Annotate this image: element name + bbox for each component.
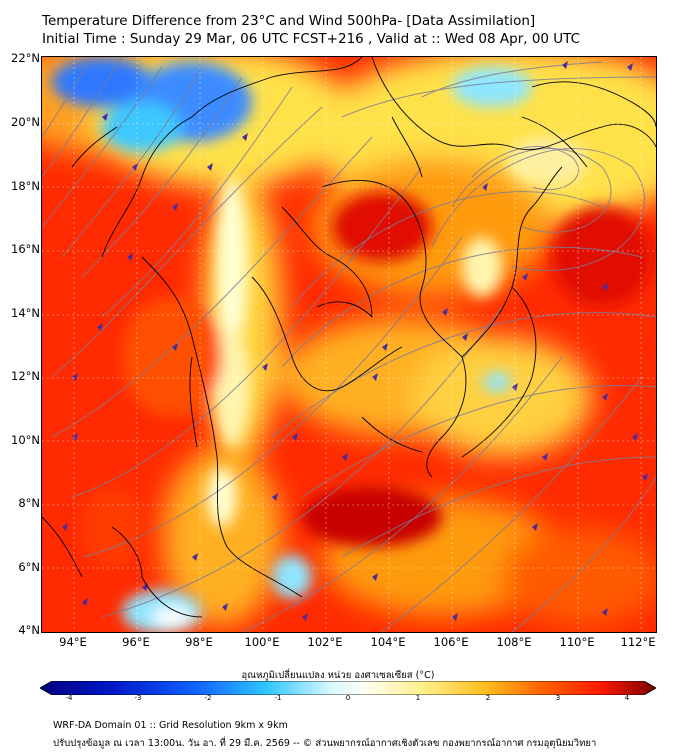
colorbar-tick-minus4: -4	[65, 694, 73, 702]
colorbar-tick-3: 3	[555, 694, 561, 702]
colorbar-tick-0: 0	[345, 694, 351, 702]
lon-label-100: 100°E	[244, 635, 280, 649]
colorbar-tick-1: 1	[415, 694, 421, 702]
colorbar-tick-minus3: -3	[134, 694, 142, 702]
title-line-1: Temperature Difference from 23°C and Win…	[42, 13, 536, 29]
title-line-2: Initial Time : Sunday 29 Mar, 06 UTC FCS…	[42, 31, 581, 47]
lon-label-96: 96°E	[122, 635, 150, 649]
lat-label-18: 18°N	[11, 179, 40, 193]
country-borders	[42, 57, 656, 618]
colorbar-tick-4: 4	[624, 694, 630, 702]
lon-label-102: 102°E	[307, 635, 343, 649]
lat-label-6: 6°N	[18, 560, 40, 574]
lon-label-110: 110°E	[559, 635, 595, 649]
temperature-detail	[52, 57, 652, 632]
colorbar-tick-minus1: -1	[274, 694, 282, 702]
lat-label-16: 16°N	[11, 242, 40, 256]
lon-label-104: 104°E	[370, 635, 406, 649]
colorbar-tick-2: 2	[485, 694, 491, 702]
colorbar-title: อุณหภูมิเปลี่ยนแปลง หน่วย องศาเซลเซียส (…	[241, 670, 435, 681]
lat-label-10: 10°N	[11, 433, 40, 447]
footer-update-info: ปรับปรุงข้อมูล ณ เวลา 13:00น. วัน อา. ที…	[53, 738, 597, 749]
wind-streamlines	[42, 57, 656, 632]
lat-label-20: 20°N	[11, 115, 40, 129]
lat-label-4: 4°N	[18, 623, 40, 637]
lon-label-106: 106°E	[433, 635, 469, 649]
graticule	[42, 57, 656, 632]
colorbar-tick-minus2: -2	[204, 694, 212, 702]
lon-label-94: 94°E	[59, 635, 87, 649]
lat-label-14: 14°N	[11, 306, 40, 320]
lat-label-22: 22°N	[11, 51, 40, 65]
map-panel	[41, 56, 657, 633]
map-title: Temperature Difference from 23°C and Win…	[42, 12, 580, 48]
lat-label-12: 12°N	[11, 369, 40, 383]
lat-label-8: 8°N	[18, 496, 40, 510]
lon-label-108: 108°E	[496, 635, 532, 649]
footer-domain-info: WRF-DA Domain 01 :: Grid Resolution 9km …	[53, 720, 288, 731]
lon-label-112: 112°E	[620, 635, 656, 649]
wind-arrows	[62, 61, 648, 621]
temperature-wind-map	[42, 57, 656, 632]
lon-label-98: 98°E	[185, 635, 213, 649]
